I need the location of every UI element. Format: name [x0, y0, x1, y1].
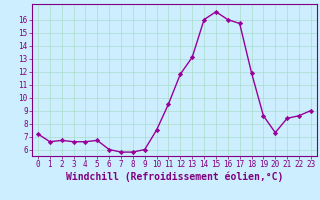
X-axis label: Windchill (Refroidissement éolien,°C): Windchill (Refroidissement éolien,°C) [66, 172, 283, 182]
